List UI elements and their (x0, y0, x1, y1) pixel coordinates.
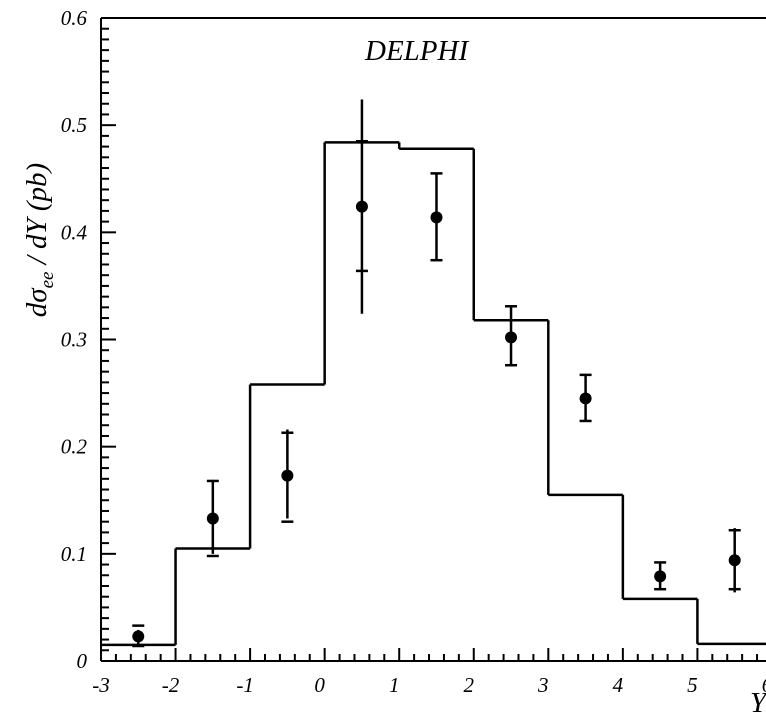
x-tick-label: -1 (236, 673, 254, 697)
x-tick-label: 6 (762, 673, 766, 697)
data-point (206, 512, 219, 525)
data-point (654, 570, 667, 583)
x-tick-label: 4 (613, 673, 624, 697)
data-points (132, 99, 741, 648)
labels: DELPHI Y dσee / dY (pb) (21, 35, 766, 715)
x-tick-label: -3 (92, 673, 110, 697)
y-tick-label: 0.6 (61, 6, 88, 30)
y-tick-label: 0.4 (61, 220, 88, 244)
x-tick-label: 2 (464, 673, 475, 697)
x-axis-label: Y (750, 687, 766, 715)
data-point (355, 200, 368, 213)
y-tick-label: 0.3 (61, 328, 87, 352)
y-tick-label: 0.1 (61, 542, 87, 566)
data-point (579, 392, 592, 405)
data-point (430, 211, 443, 224)
y-axis-label: dσee / dY (pb) (21, 163, 58, 317)
data-point (132, 630, 145, 643)
data-point (505, 331, 518, 344)
x-tick-label: -2 (162, 673, 180, 697)
mc-histogram (101, 141, 766, 647)
data-point (281, 469, 294, 482)
x-tick-label: 5 (687, 673, 698, 697)
chart-title: DELPHI (364, 35, 469, 67)
x-tick-label: 1 (389, 673, 400, 697)
x-tick-label: 0 (314, 673, 325, 697)
data-point (728, 554, 741, 567)
y-tick-label: 0.5 (61, 113, 87, 137)
x-tick-label: 3 (537, 673, 549, 697)
axes: -3 -2 -1 0 1 2 3 4 5 6 0 0.1 0.2 0.3 0.4 0.5 0.6 (61, 6, 766, 697)
y-tick-label: 0 (77, 649, 88, 673)
y-tick-label: 0.2 (61, 435, 88, 459)
